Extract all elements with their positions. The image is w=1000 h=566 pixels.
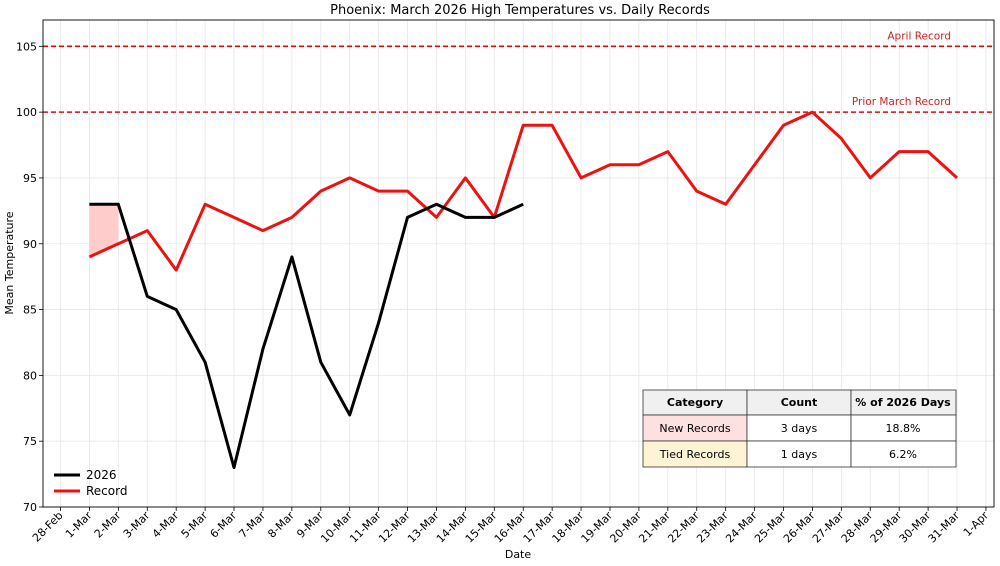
x-tick-label: 6-Mar <box>208 509 240 541</box>
x-tick-label: 5-Mar <box>179 509 211 541</box>
table-row-new-category: New Records <box>659 422 730 435</box>
y-tick-label: 70 <box>23 501 37 514</box>
reference-lines: April Record Prior March Record <box>43 30 994 113</box>
table-header-cell <box>746 389 852 416</box>
x-tick-label: 8-Mar <box>265 509 297 541</box>
y-axis-label: Mean Temperature <box>3 211 16 314</box>
table-row-new-count: 3 days <box>781 422 818 435</box>
x-tick-label: 4-Mar <box>150 509 182 541</box>
legend: 2026 Record <box>54 468 127 498</box>
x-tick-label: 31-Mar <box>926 509 963 546</box>
x-tick-label: 28-Feb <box>30 509 66 545</box>
y-tick-label: 105 <box>16 40 37 53</box>
y-tick-label: 100 <box>16 106 37 119</box>
y-tick-label: 90 <box>23 238 37 251</box>
table-header-count: Count <box>781 396 818 409</box>
y-tick-label: 80 <box>23 369 37 382</box>
shaded-region <box>89 204 119 257</box>
table-row-new-pct: 18.8% <box>886 422 921 435</box>
series-line-2026 <box>89 202 524 469</box>
series-layer <box>88 110 959 469</box>
table-header-pct: % of 2026 Days <box>855 396 951 409</box>
table-cell <box>850 440 957 468</box>
y-axis: 70 75 80 85 90 95 100 105 <box>16 40 43 514</box>
legend-label-record: Record <box>86 484 127 498</box>
table-row-tied-category: Tied Records <box>659 448 731 461</box>
x-axis: 28-Feb1-Mar2-Mar3-Mar4-Mar5-Mar6-Mar7-Ma… <box>30 507 991 546</box>
y-tick-label: 95 <box>23 172 37 185</box>
x-tick-label: 2-Mar <box>92 509 124 541</box>
x-axis-label: Date <box>505 548 532 561</box>
shaded-region-new-record <box>89 204 119 257</box>
legend-label-2026: 2026 <box>86 468 117 482</box>
x-tick-label: 1-Apr <box>961 509 992 540</box>
records-table: Category Count % of 2026 Days New Record… <box>642 389 957 468</box>
reference-line-label: April Record <box>887 30 951 42</box>
series-line-record <box>88 110 959 272</box>
x-tick-label: 7-Mar <box>236 509 268 541</box>
y-tick-label: 85 <box>23 304 37 317</box>
reference-line-label: Prior March Record <box>852 96 951 108</box>
x-tick-label: 3-Mar <box>121 509 153 541</box>
plot-frame <box>42 19 995 508</box>
table-header-category: Category <box>667 396 723 409</box>
table-row-tied-count: 1 days <box>781 448 818 461</box>
y-tick-label: 75 <box>23 435 37 448</box>
chart-title: Phoenix: March 2026 High Temperatures vs… <box>330 3 710 18</box>
table-row-tied-pct: 6.2% <box>889 448 917 461</box>
table-cell <box>746 440 852 468</box>
x-tick-label: 1-Mar <box>63 509 95 541</box>
